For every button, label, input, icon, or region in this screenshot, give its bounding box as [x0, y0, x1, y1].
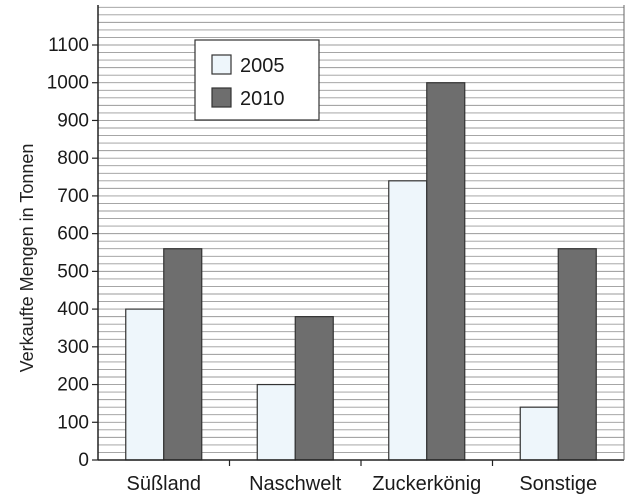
bar-2010-0 [163, 248, 203, 461]
bar-2005-3 [519, 406, 559, 461]
legend-swatch-2005 [211, 54, 232, 75]
x-tick-label: Sonstige [519, 473, 597, 495]
legend-swatch-2010 [211, 87, 232, 108]
bar-2005-1 [256, 383, 296, 461]
y-tick-label: 1100 [48, 35, 89, 56]
x-tick-labels: Süßland Naschwelt Zuckerkönig Sonstige [127, 460, 597, 495]
bar-2005-2 [388, 180, 428, 461]
legend-label-2010: 2010 [240, 88, 285, 110]
bar-2010-2 [426, 82, 466, 461]
y-tick-label: 200 [57, 375, 89, 396]
legend: 2005 2010 [194, 39, 320, 121]
y-tick-labels: 0 100 200 300 400 500 600 700 800 900 1000 1100 [47, 35, 98, 471]
y-tick-label: 300 [57, 337, 89, 358]
legend-label-2005: 2005 [240, 55, 285, 77]
y-tick-label: 900 [57, 110, 89, 131]
y-tick-label: 400 [57, 299, 89, 320]
y-tick-label: 0 [78, 450, 89, 471]
y-tick-label: 700 [57, 186, 89, 207]
bar-2005-0 [125, 308, 165, 461]
y-tick-label: 1000 [47, 73, 89, 94]
y-tick-label: 800 [57, 148, 89, 169]
y-tick-label: 100 [57, 412, 89, 433]
x-tick-label: Süßland [127, 473, 202, 495]
y-axis-label: Verkaufte Mengen in Tonnen [17, 144, 37, 373]
y-tick-label: 600 [57, 224, 89, 245]
x-tick-label: Zuckerkönig [372, 473, 481, 495]
y-tick-label: 500 [57, 261, 89, 282]
bar-2010-1 [294, 316, 334, 461]
x-tick-label: Naschwelt [249, 473, 342, 495]
bar-2010-3 [557, 248, 597, 461]
bars [125, 82, 597, 461]
